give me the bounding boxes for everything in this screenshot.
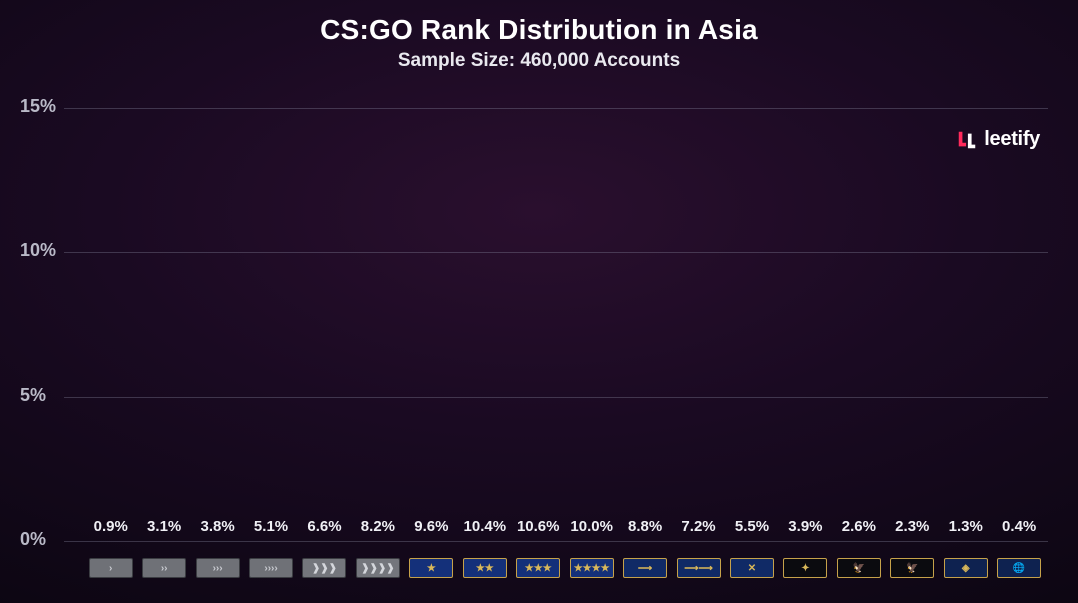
rank-badge-gn3: ★★★ [516,558,560,578]
x-axis: ››››››››››❱❱❱❱❱❱❱★★★★★★★★★★⟶⟶⟶✕✦🦅🦅◈🌐 [86,553,1044,583]
bar-value-label: 2.6% [842,518,876,535]
bar-value-label: 2.3% [895,518,929,535]
rank-badge-s1: › [89,558,133,578]
bar-value-label: 9.6% [414,518,448,535]
rank-badge-le: 🦅 [837,558,881,578]
rank-icon: 🦅 [834,553,883,583]
rank-badge-se: ❱❱❱ [302,558,346,578]
rank-icon: 🦅 [888,553,937,583]
bar-value-label: 3.9% [788,518,822,535]
rank-badge-s3: ››› [196,558,240,578]
rank-icon: ◈ [941,553,990,583]
chart-title: CS:GO Rank Distribution in Asia [0,0,1078,46]
rank-badge-dmg: ✦ [783,558,827,578]
y-axis-label: 15% [20,96,60,117]
y-axis-label: 5% [20,385,60,406]
rank-badge-gnm: ★★★★ [570,558,614,578]
rank-icon: ✦ [781,553,830,583]
rank-icon: › [86,553,135,583]
bar-value-label: 10.0% [570,518,613,535]
bar-value-label: 10.4% [464,518,507,535]
rank-badge-mg2: ⟶⟶ [677,558,721,578]
rank-icon: 🌐 [994,553,1043,583]
rank-icon: ★★★★ [567,553,616,583]
rank-badge-sem: ❱❱❱❱ [356,558,400,578]
bar-value-label: 1.3% [949,518,983,535]
rank-icon: ★★ [460,553,509,583]
rank-badge-lem: 🦅 [890,558,934,578]
bar-value-label: 0.9% [94,518,128,535]
chart-subtitle: Sample Size: 460,000 Accounts [0,50,1078,72]
rank-badge-ge: 🌐 [997,558,1041,578]
rank-badge-gn2: ★★ [463,558,507,578]
y-axis-label: 0% [20,529,60,550]
gridline [64,541,1048,542]
bar-value-label: 3.1% [147,518,181,535]
rank-icon: ⟶ [620,553,669,583]
y-axis-label: 10% [20,240,60,261]
bar-value-label: 6.6% [307,518,341,535]
bar-value-label: 5.5% [735,518,769,535]
rank-icon: ⟶⟶ [674,553,723,583]
bar-chart: 0%5%10%15% 0.9%3.1%3.8%5.1%6.6%8.2%9.6%1… [64,108,1048,541]
rank-icon: ››› [193,553,242,583]
bar-value-label: 10.6% [517,518,560,535]
rank-icon: ❱❱❱❱ [353,553,402,583]
bar-value-label: 8.2% [361,518,395,535]
rank-icon: ❱❱❱ [300,553,349,583]
rank-icon: ›››› [246,553,295,583]
rank-badge-s4: ›››› [249,558,293,578]
bar-value-label: 7.2% [681,518,715,535]
bar-value-label: 3.8% [200,518,234,535]
rank-icon: ›› [139,553,188,583]
bar-value-label: 5.1% [254,518,288,535]
rank-badge-mg1: ⟶ [623,558,667,578]
bars-container: 0.9% 3.1% 3.8% 5.1% 6.6% 8.2% 9.6% 10.4% 10.6% 10… [86,108,1044,541]
rank-badge-s2: ›› [142,558,186,578]
rank-icon: ★★★ [514,553,563,583]
rank-icon: ★ [407,553,456,583]
bar-value-label: 0.4% [1002,518,1036,535]
bar-value-label: 8.8% [628,518,662,535]
rank-badge-mge: ✕ [730,558,774,578]
rank-badge-gn1: ★ [409,558,453,578]
rank-badge-smfc: ◈ [944,558,988,578]
rank-icon: ✕ [727,553,776,583]
